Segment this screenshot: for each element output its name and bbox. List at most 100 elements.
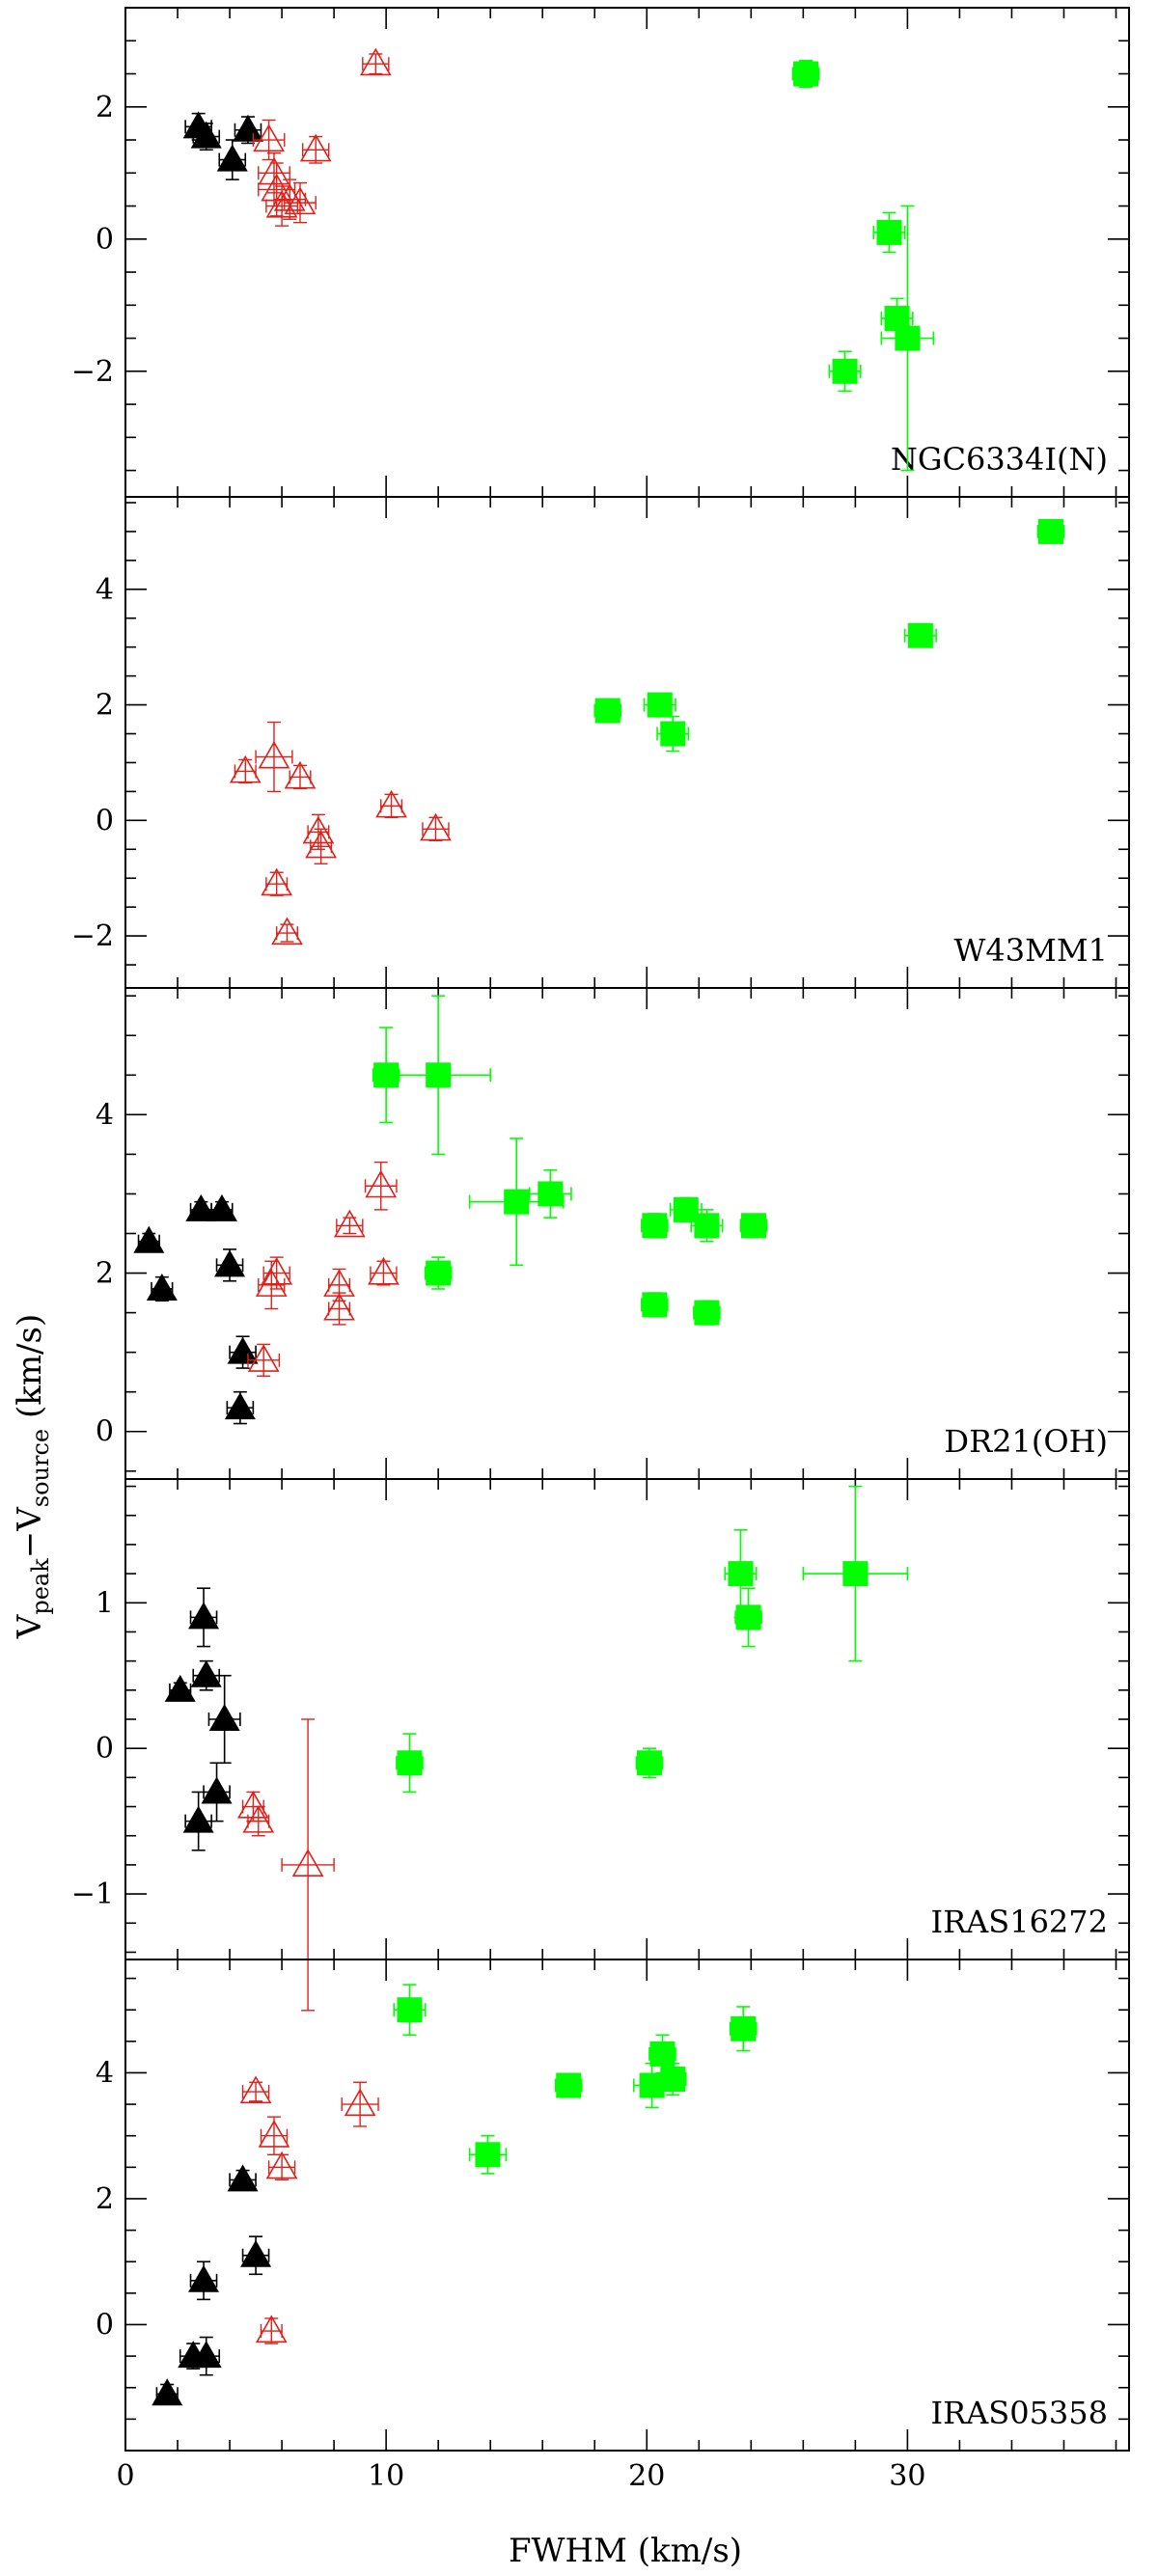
- data-point-green-square: [693, 1300, 721, 1326]
- open-triangle-marker: [299, 133, 332, 162]
- x-tick-label: 20: [628, 2459, 665, 2493]
- data-point-black-triangle: [216, 139, 248, 180]
- square-marker: [642, 1213, 668, 1239]
- data-point-red-open-triangle: [284, 181, 317, 224]
- data-point-black-triangle: [206, 1193, 237, 1221]
- data-point-red-open-triangle: [299, 133, 332, 164]
- triangle-marker: [152, 2378, 183, 2406]
- square-marker: [731, 2015, 757, 2042]
- triangle-marker: [240, 2239, 272, 2267]
- data-point-green-square: [385, 995, 491, 1156]
- open-triangle-marker: [247, 1344, 280, 1372]
- triangle-marker: [182, 1805, 214, 1833]
- data-point-green-square: [554, 2072, 583, 2098]
- data-point-red-open-triangle: [252, 119, 286, 161]
- data-point-black-triangle: [201, 1762, 233, 1822]
- data-point-green-square: [1036, 518, 1065, 544]
- data-point-red-open-triangle: [258, 2116, 290, 2155]
- series-red-open-triangle: [229, 721, 452, 945]
- data-point-red-open-triangle: [261, 1256, 293, 1290]
- x-tick-label: 0: [116, 2459, 134, 2493]
- data-point-black-triangle: [146, 1273, 178, 1302]
- y-axis-label-mid: −V: [11, 1506, 49, 1558]
- y-tick-label: −2: [71, 919, 114, 953]
- data-point-green-square: [903, 622, 937, 648]
- x-tick-label: 30: [889, 2459, 925, 2493]
- data-point-green-square: [656, 715, 690, 753]
- data-point-red-open-triangle: [359, 47, 392, 76]
- data-point-black-triangle: [152, 2378, 183, 2406]
- open-triangle-marker: [229, 754, 262, 783]
- data-point-green-square: [724, 1529, 758, 1619]
- data-point-black-triangle: [207, 1674, 241, 1765]
- square-marker: [649, 2041, 676, 2067]
- data-point-black-triangle: [164, 1674, 196, 1702]
- data-point-red-open-triangle: [255, 2315, 288, 2344]
- data-point-green-square: [648, 2034, 676, 2074]
- x-tick-label: 10: [368, 2459, 404, 2493]
- data-point-green-square: [872, 211, 906, 254]
- data-point-green-square: [396, 1733, 424, 1794]
- square-marker: [1037, 518, 1063, 544]
- open-triangle-marker: [255, 2315, 288, 2343]
- triangle-marker: [190, 2341, 222, 2369]
- data-point-red-open-triangle: [323, 1292, 355, 1326]
- data-point-green-square: [468, 1137, 565, 1267]
- y-tick-label: 1: [96, 1586, 114, 1620]
- y-axis-label-main: V: [11, 1613, 49, 1639]
- y-tick-label: 0: [96, 804, 114, 837]
- data-point-red-open-triangle: [333, 1209, 366, 1238]
- open-triangle-marker: [261, 1256, 293, 1285]
- square-marker: [694, 1213, 720, 1239]
- y-tick-label: 0: [96, 2308, 114, 2342]
- square-marker: [642, 1292, 668, 1318]
- data-point-black-triangle: [182, 1791, 214, 1851]
- data-point-black-triangle: [224, 1390, 256, 1425]
- open-triangle-marker: [323, 1292, 355, 1321]
- data-point-black-triangle: [214, 1248, 246, 1282]
- square-marker: [832, 358, 858, 384]
- data-point-green-square: [729, 2006, 758, 2052]
- data-point-green-square: [635, 1747, 664, 1779]
- series-red-open-triangle: [252, 47, 392, 227]
- triangle-marker: [206, 1193, 237, 1221]
- data-point-red-open-triangle: [271, 917, 303, 945]
- open-triangle-marker: [258, 740, 290, 769]
- data-point-red-open-triangle: [368, 1256, 400, 1286]
- panel-frame: [124, 7, 1130, 498]
- square-marker: [694, 1300, 720, 1326]
- data-point-black-triangle: [190, 121, 222, 151]
- y-tick-label: 2: [96, 91, 114, 124]
- open-triangle-marker: [258, 156, 290, 185]
- triangle-marker: [190, 121, 222, 149]
- panel-4: −1 0 1 IRAS16272: [71, 1478, 1130, 2012]
- y-tick-label: 0: [96, 1732, 114, 1766]
- open-triangle-marker: [242, 1805, 275, 1833]
- panel-frame: [124, 496, 1130, 989]
- data-point-green-square: [641, 1292, 669, 1318]
- data-point-red-open-triangle: [341, 2081, 379, 2127]
- open-triangle-marker: [420, 812, 452, 841]
- data-point-green-square: [828, 350, 862, 393]
- square-marker: [538, 1181, 564, 1207]
- panel-label: IRAS16272: [930, 1904, 1108, 1940]
- panel-label: IRAS05358: [930, 2395, 1108, 2431]
- open-triangle-marker: [255, 1269, 288, 1297]
- y-tick-label: 4: [96, 573, 114, 607]
- data-point-black-triangle: [190, 2336, 222, 2376]
- data-point-red-open-triangle: [323, 1268, 355, 1302]
- series-black-triangle: [133, 1193, 259, 1425]
- triangle-marker: [201, 1776, 233, 1804]
- open-triangle-marker: [261, 867, 293, 896]
- data-point-red-open-triangle: [229, 754, 262, 784]
- data-point-green-square: [658, 2062, 687, 2096]
- y-tick-label: 2: [96, 2182, 114, 2216]
- square-marker: [741, 1213, 767, 1239]
- series-black-triangle: [182, 111, 263, 180]
- y-tick-label: 4: [96, 1098, 114, 1132]
- data-point-red-open-triangle: [281, 1718, 335, 2012]
- panel-label: NGC6334I(N): [891, 441, 1108, 478]
- square-marker: [735, 1604, 761, 1631]
